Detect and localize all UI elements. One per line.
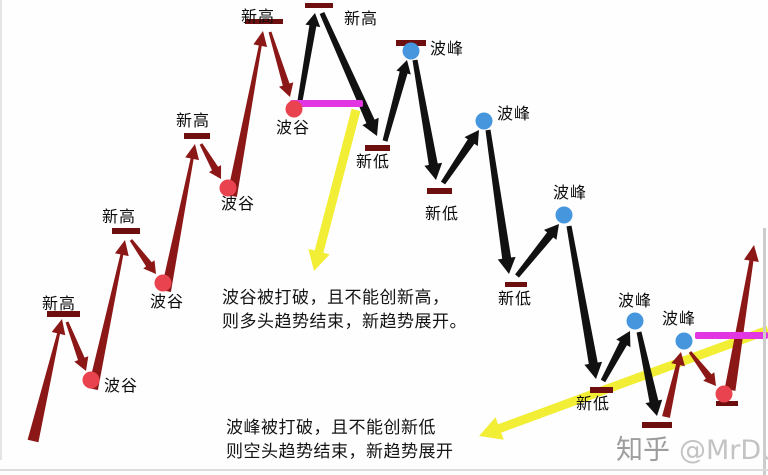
node-label: 波峰 bbox=[662, 309, 697, 328]
pivot-level-bar bbox=[716, 401, 738, 406]
node-label: 新高 bbox=[176, 111, 211, 130]
node-label: 新低 bbox=[425, 204, 460, 223]
pivot-level-bar bbox=[112, 228, 140, 234]
support-level-line bbox=[290, 100, 363, 107]
annotation-line: 波峰被打破，且不能创新低 bbox=[226, 418, 436, 438]
watermark: 知乎 @MrDu bbox=[616, 428, 768, 467]
pivot-level-bar bbox=[427, 188, 452, 194]
node-label: 波谷 bbox=[150, 292, 185, 311]
peak-dot bbox=[475, 112, 493, 130]
pivot-level-bar bbox=[184, 133, 210, 139]
down-trend-arrow bbox=[440, 130, 479, 185]
node-label: 新低 bbox=[498, 289, 533, 308]
support-level-line bbox=[695, 332, 768, 339]
trough-dot bbox=[219, 179, 237, 197]
down-trend-arrow bbox=[636, 331, 663, 416]
trough-dot bbox=[285, 100, 303, 118]
down-trend-arrow bbox=[412, 59, 443, 180]
pivot-level-bar bbox=[505, 282, 527, 287]
trough-dot bbox=[82, 371, 100, 389]
up-trend-arrow bbox=[27, 319, 66, 443]
node-label: 新高 bbox=[42, 294, 77, 313]
watermark-author-handle: @MrDu bbox=[679, 435, 768, 466]
down-trend-arrow bbox=[566, 225, 603, 379]
trough-dot bbox=[154, 274, 172, 292]
down-trend-arrow bbox=[600, 331, 631, 383]
bottom-border-line bbox=[0, 469, 768, 471]
trend-break-arrow bbox=[308, 108, 361, 272]
up-trend-arrow bbox=[129, 239, 156, 274]
annotation-line: 则空头趋势结束，新趋势展开 bbox=[226, 442, 454, 462]
pivot-level-bar bbox=[305, 3, 333, 8]
node-label: 新高 bbox=[344, 9, 379, 28]
left-border-line bbox=[0, 0, 2, 460]
down-trend-arrow bbox=[382, 60, 411, 142]
up-trend-arrow bbox=[688, 351, 716, 386]
up-trend-arrow bbox=[65, 321, 89, 371]
pivot-level-bar bbox=[365, 145, 390, 151]
up-trend-arrow bbox=[161, 144, 199, 292]
up-trend-arrow bbox=[268, 31, 294, 98]
node-label: 新高 bbox=[241, 7, 276, 26]
node-label: 波峰 bbox=[553, 183, 588, 202]
trend-break-arrow bbox=[479, 325, 768, 440]
node-label: 波谷 bbox=[104, 376, 139, 395]
node-label: 波峰 bbox=[618, 291, 653, 310]
node-label: 波峰 bbox=[430, 39, 465, 58]
down-trend-arrow bbox=[485, 129, 516, 274]
up-trend-arrow bbox=[199, 143, 222, 179]
node-label: 波峰 bbox=[497, 104, 532, 123]
annotation-line: 则多头趋势结束，新趋势展开。 bbox=[222, 312, 467, 332]
node-label: 新低 bbox=[576, 394, 611, 413]
peak-dot bbox=[626, 312, 644, 330]
node-label: 波谷 bbox=[276, 118, 311, 137]
annotation-line: 波谷被打破，且不能创新高， bbox=[222, 288, 450, 308]
down-trend-arrow bbox=[319, 12, 379, 136]
peak-dot bbox=[555, 206, 573, 224]
node-label: 新高 bbox=[102, 207, 137, 226]
bull-trend-end-annotation: 波谷被打破，且不能创新高， 则多头趋势结束，新趋势展开。 bbox=[222, 286, 467, 334]
right-border-line bbox=[763, 228, 766, 475]
peak-dot bbox=[402, 42, 420, 60]
node-label: 波谷 bbox=[221, 194, 256, 213]
up-trend-arrow bbox=[662, 352, 685, 418]
bear-trend-end-annotation: 波峰被打破，且不能创新低 则空头趋势结束，新趋势展开 bbox=[226, 416, 454, 464]
up-trend-arrow bbox=[227, 31, 268, 197]
pivot-level-bar bbox=[590, 387, 613, 393]
down-trend-arrow bbox=[297, 13, 321, 102]
down-trend-arrow bbox=[515, 224, 559, 278]
pivot-level-bar bbox=[642, 422, 672, 428]
pivot-level-bar bbox=[47, 311, 80, 317]
trough-dot bbox=[715, 385, 733, 403]
peak-dot bbox=[675, 332, 693, 350]
pivot-level-bar bbox=[245, 19, 283, 24]
node-label: 新低 bbox=[356, 152, 391, 171]
up-trend-arrow bbox=[724, 245, 759, 391]
up-trend-arrow bbox=[88, 240, 129, 390]
watermark-site-name: 知乎 bbox=[616, 435, 670, 466]
